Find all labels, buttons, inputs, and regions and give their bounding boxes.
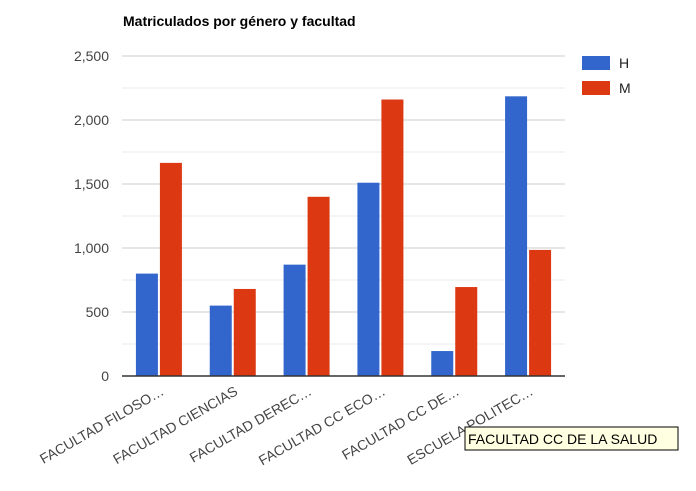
tooltip-text: FACULTAD CC DE LA SALUD (468, 431, 657, 447)
x-tick-label: ESCUELA POLITEC… (404, 383, 535, 468)
x-tick-label: FACULTAD FILOSO… (37, 383, 166, 467)
x-axis-tick-labels: FACULTAD FILOSO…FACULTAD CIENCIASFACULTA… (37, 383, 536, 469)
bar-m-5[interactable] (455, 287, 478, 376)
bars[interactable] (135, 96, 552, 377)
chart-title: Matriculados por género y facultad (123, 13, 356, 29)
tooltip: FACULTAD CC DE LA SALUD (464, 426, 679, 451)
bar-h-2[interactable] (209, 305, 232, 376)
y-tick-label: 1,000 (74, 240, 109, 256)
bar-h-6[interactable] (505, 96, 528, 376)
bar-h-1[interactable] (135, 273, 158, 376)
x-tick-label: FACULTAD DEREC… (187, 383, 314, 466)
x-tick-label: FACULTAD CC ECO… (256, 383, 388, 469)
tooltip-box (464, 426, 679, 451)
bar-m-6[interactable] (529, 249, 552, 376)
y-tick-label: 0 (101, 368, 109, 384)
legend-swatch-h[interactable] (582, 56, 610, 70)
legend-label-h[interactable]: H (619, 55, 629, 71)
bar-m-2[interactable] (233, 288, 256, 376)
legend-swatch-m[interactable] (582, 81, 610, 95)
bar-m-3[interactable] (307, 196, 330, 376)
bar-h-3[interactable] (283, 264, 306, 376)
bar-m-1[interactable] (159, 162, 182, 376)
x-tick-label: FACULTAD CIENCIAS (110, 383, 240, 467)
bar-m-4[interactable] (381, 99, 404, 377)
y-tick-label: 500 (86, 304, 110, 320)
y-tick-label: 2,500 (74, 48, 109, 64)
y-tick-label: 2,000 (74, 112, 109, 128)
legend[interactable]: HM (582, 55, 631, 96)
legend-label-m[interactable]: M (619, 80, 631, 96)
bar-h-5[interactable] (431, 351, 454, 376)
y-axis-tick-labels: 0 500 1,000 1,500 2,000 2,500 (74, 48, 109, 384)
gridlines (122, 55, 565, 345)
y-tick-label: 1,500 (74, 176, 109, 192)
bar-h-4[interactable] (357, 182, 380, 376)
